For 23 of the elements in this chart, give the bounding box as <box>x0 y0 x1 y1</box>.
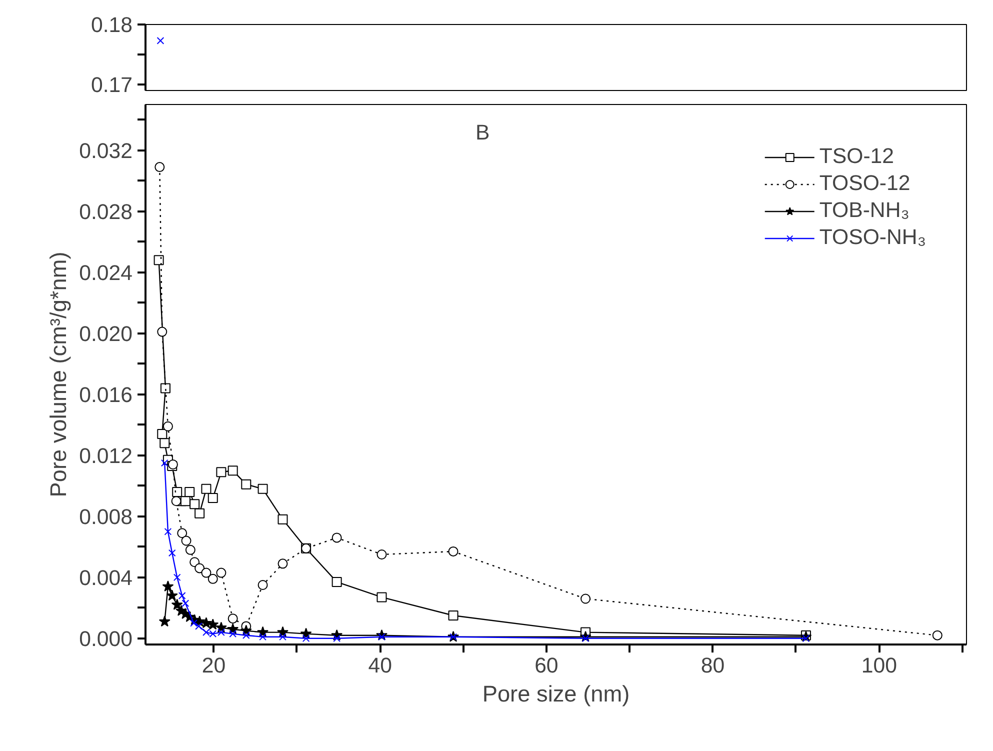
x-tick-label: 100 <box>861 654 898 678</box>
x-tick-label: 60 <box>534 654 558 678</box>
x-tick-label: 20 <box>202 654 226 678</box>
y-tick-label: 0.17 <box>90 73 133 97</box>
legend-label: TOB-NH₃ <box>819 198 910 223</box>
x-axis-title: Pore size (nm) <box>482 680 630 706</box>
x-tick-label: 40 <box>368 654 392 678</box>
y-tick-label: 0.016 <box>79 382 133 407</box>
y-tick-label: 0.024 <box>79 260 133 285</box>
y-tick-label: 0.004 <box>79 566 133 590</box>
y-tick-label: 0.020 <box>79 322 133 346</box>
annotation: B <box>476 120 490 144</box>
legend-label: TOSO-12 <box>819 171 910 196</box>
x-tick-label: 80 <box>700 654 725 678</box>
legend-label: TOSO-NH₃ <box>819 225 926 250</box>
y-tick-label: 0.000 <box>79 626 133 651</box>
y-tick-label: 0.008 <box>79 504 133 529</box>
legend-label: TSO-12 <box>819 144 894 169</box>
y-tick-label: 0.032 <box>79 138 133 163</box>
y-tick-label: 0.028 <box>79 200 133 224</box>
y-tick-label: 0.012 <box>79 444 133 468</box>
y-tick-label: 0.18 <box>90 13 133 37</box>
y-axis-title: Pore volume (cm³/g*nm) <box>45 252 72 498</box>
